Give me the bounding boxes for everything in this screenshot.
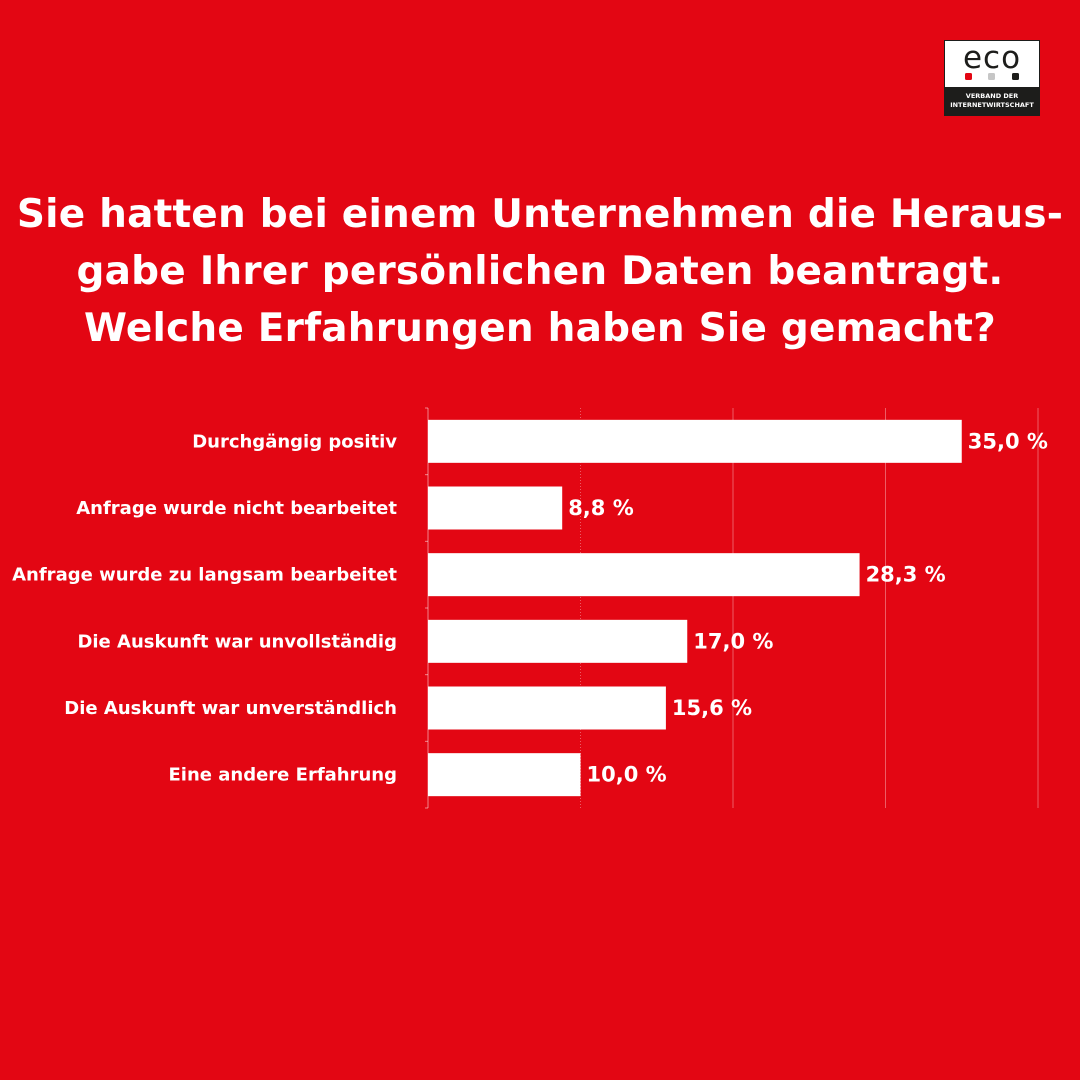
title-line-2: gabe Ihrer persönlichen Daten beantragt. <box>76 249 1004 294</box>
logo-dots <box>945 73 1039 81</box>
category-label: Anfrage wurde zu langsam bearbeitet <box>12 565 397 586</box>
category-label: Die Auskunft war unvollständig <box>77 631 397 652</box>
eco-logo: eco VERBAND DER INTERNETWIRTSCHAFT <box>944 40 1040 116</box>
logo-dot-red <box>965 73 972 80</box>
category-label: Anfrage wurde nicht bearbeitet <box>76 498 397 519</box>
chart-title: Sie hatten bei einem Unternehmen die Her… <box>0 186 1080 357</box>
value-label: 28,3 % <box>866 563 946 587</box>
logo-band-line2: INTERNETWIRTSCHAFT <box>950 101 1034 109</box>
category-label: Die Auskunft war unverständlich <box>64 698 397 719</box>
bar <box>428 486 563 530</box>
value-label: 10,0 % <box>587 763 667 787</box>
logo-dot-grey <box>988 73 995 80</box>
title-line-3: Welche Erfahrungen haben Sie gemacht? <box>84 306 996 351</box>
value-label: 8,8 % <box>568 496 634 520</box>
logo-band-line1: VERBAND DER <box>965 92 1019 100</box>
category-label: Eine andere Erfahrung <box>168 765 397 786</box>
bar <box>428 619 688 663</box>
value-label: 15,6 % <box>672 696 752 720</box>
category-label: Durchgängig positiv <box>192 431 397 452</box>
logo-band: VERBAND DER INTERNETWIRTSCHAFT <box>945 87 1039 115</box>
bar <box>428 419 962 463</box>
bar <box>428 686 666 730</box>
bar <box>428 753 581 797</box>
value-label: 17,0 % <box>693 629 773 653</box>
title-line-1: Sie hatten bei einem Unternehmen die Her… <box>16 192 1064 237</box>
value-label: 35,0 % <box>968 429 1048 453</box>
logo-wordmark: eco <box>962 40 1022 76</box>
logo-dot-black <box>1012 73 1019 80</box>
bar <box>428 553 860 597</box>
